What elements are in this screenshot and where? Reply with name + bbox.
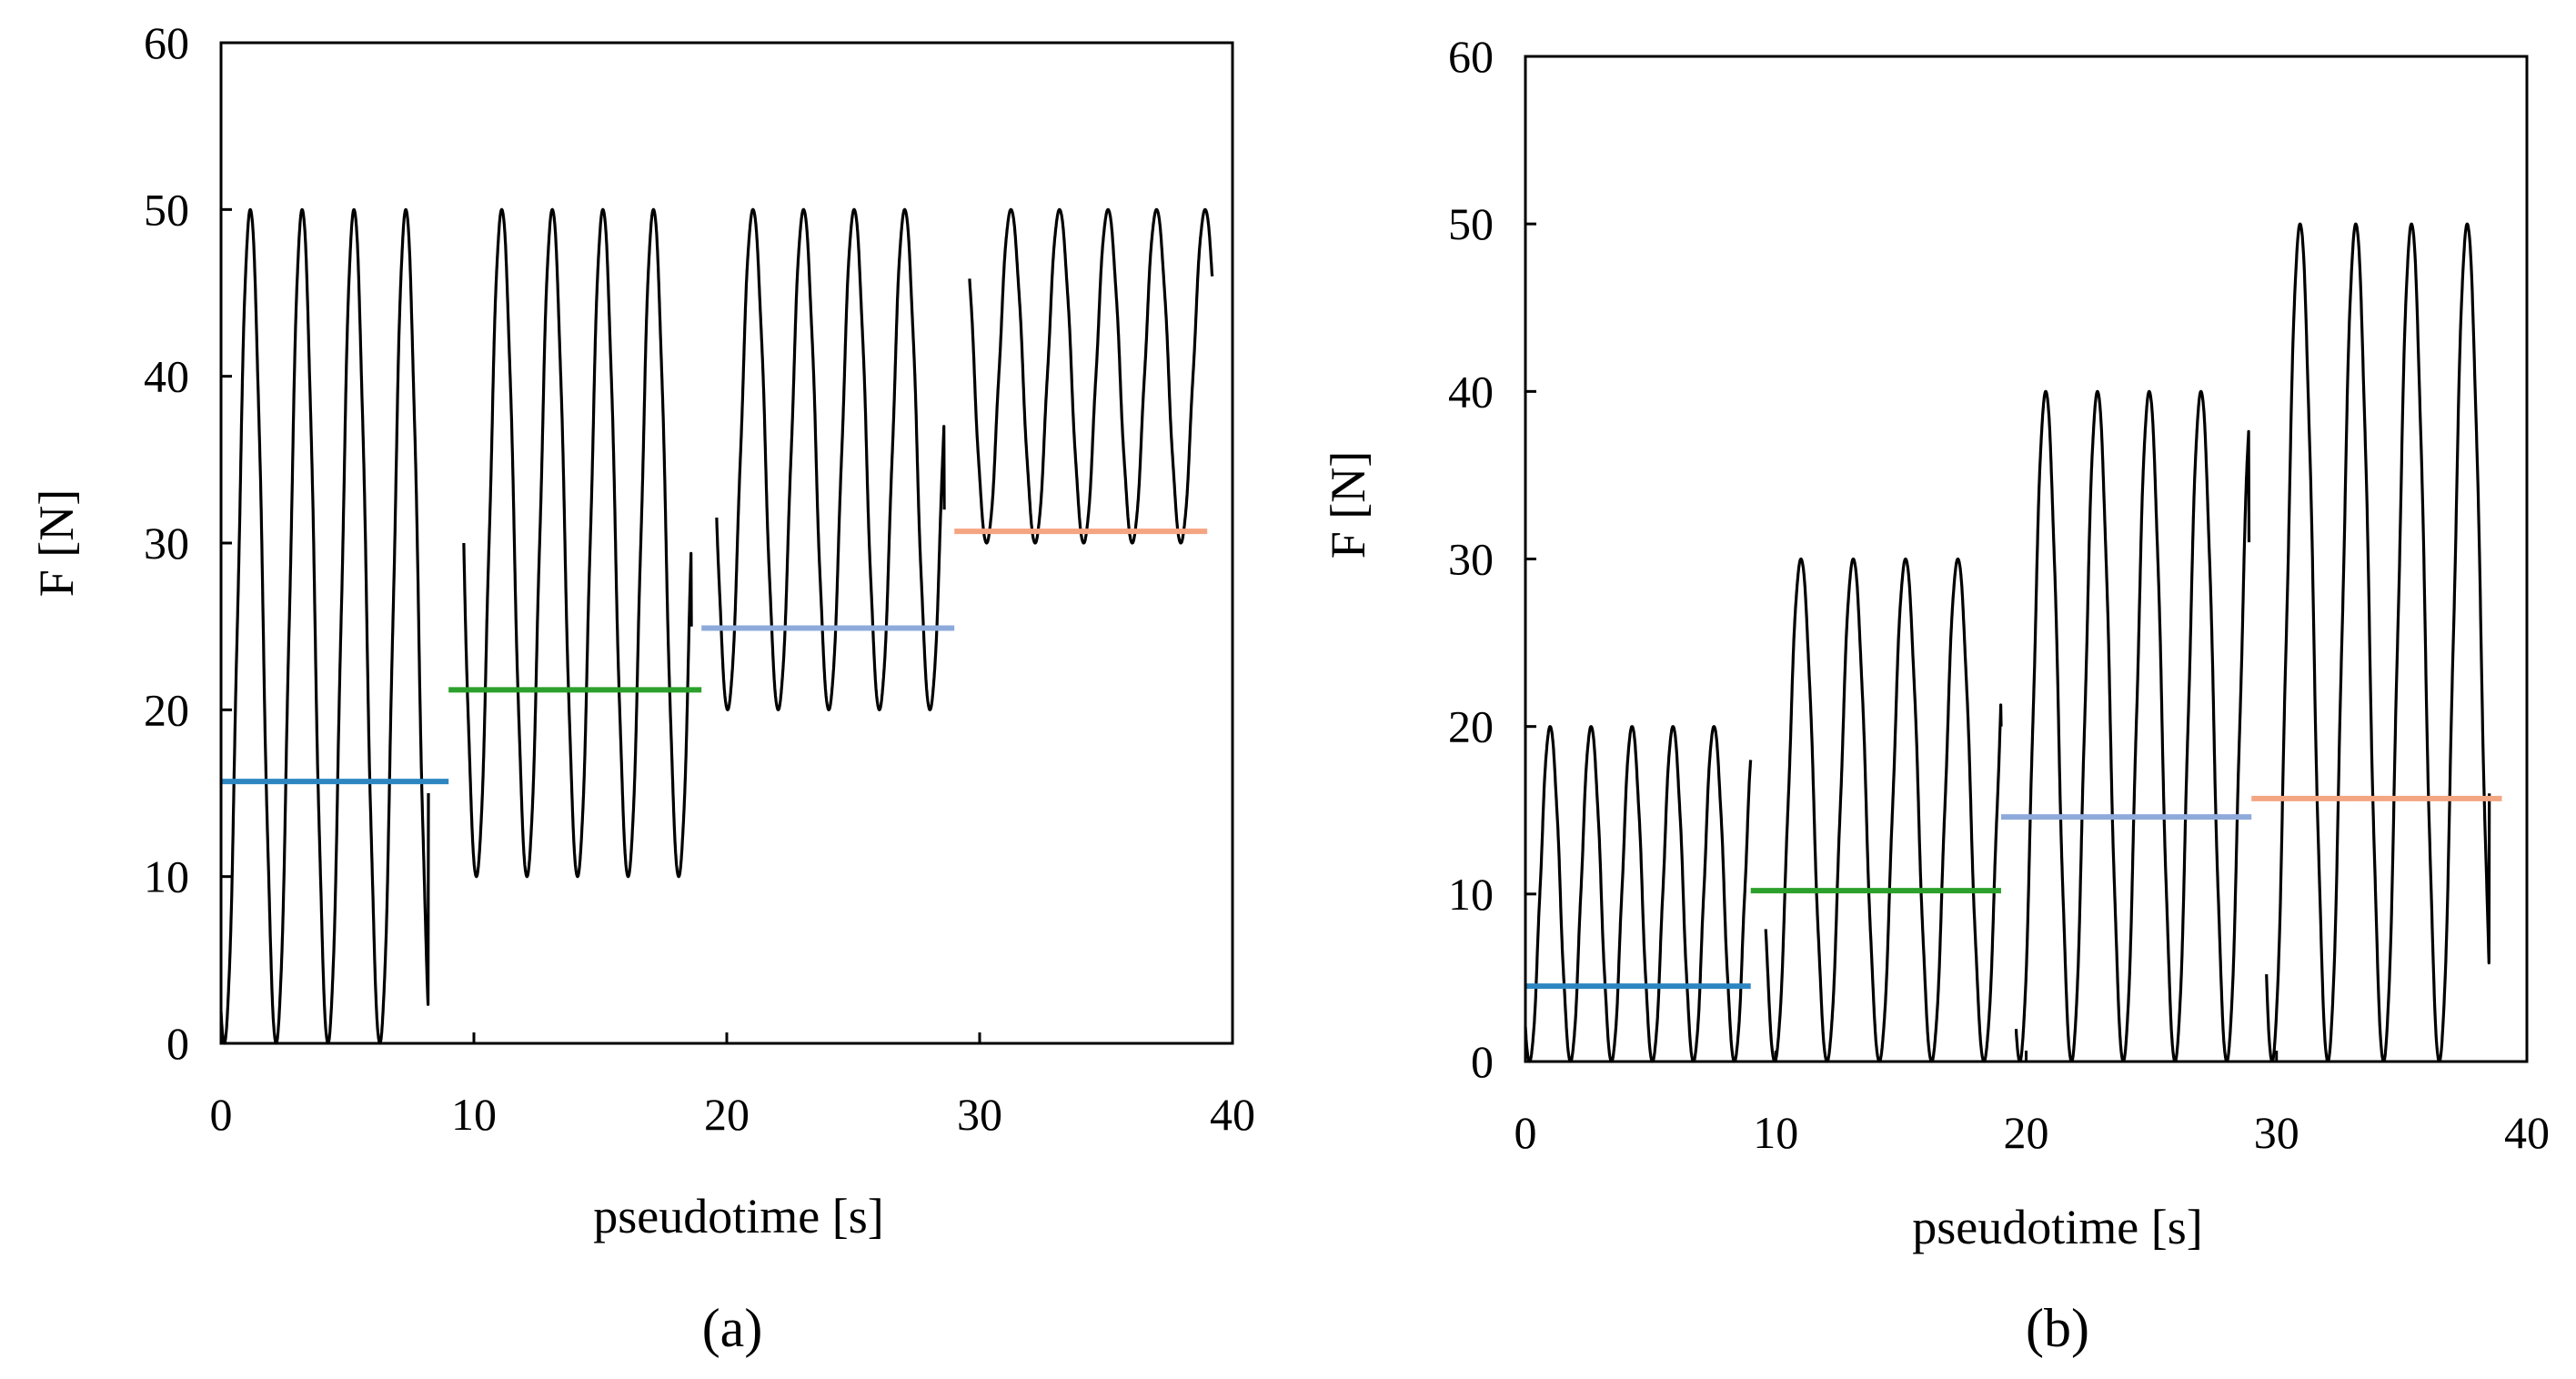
panel-a-x-tick-label: 30 <box>957 1089 1002 1140</box>
panel-a-x-axis: 0 10 20 30 40 <box>210 1032 1255 1140</box>
panel-b-y-tick-label: 60 <box>1448 31 1494 82</box>
panel-a-signals <box>219 207 1214 1045</box>
panel-a-force-signal <box>715 207 946 711</box>
panel-b-y-axis-label: F [N] <box>1321 451 1375 559</box>
panel-b-y-tick-label: 50 <box>1448 198 1494 249</box>
panel-a-force-signal <box>219 207 430 1045</box>
panel-a-y-tick-label: 60 <box>144 17 189 68</box>
panel-b-signals <box>1524 222 2491 1063</box>
panel-b-y-tick-label: 10 <box>1448 869 1494 920</box>
panel-b-x-tick-label: 30 <box>2254 1107 2299 1158</box>
panel-b-y-axis: 0 10 20 30 40 50 60 <box>1448 31 1536 1087</box>
panel-a-caption: (a) <box>702 1298 763 1358</box>
panel-a-force-signal <box>968 207 1214 545</box>
panel-b-x-axis-label: pseudotime [s] <box>1912 1200 2202 1254</box>
panel-a: 0 10 20 30 40 50 60 0 10 20 30 40 pseudotime [s] F… <box>29 17 1255 1358</box>
panel-a-x-tick-label: 10 <box>451 1089 497 1140</box>
panel-a-y-tick-label: 0 <box>166 1018 189 1069</box>
panel-a-x-tick-label: 20 <box>704 1089 750 1140</box>
panel-b-y-tick-label: 40 <box>1448 366 1494 417</box>
panel-b-y-tick-label: 20 <box>1448 701 1494 752</box>
panel-a-y-tick-label: 30 <box>144 518 189 569</box>
panel-a-y-axis: 0 10 20 30 40 50 60 <box>144 17 232 1069</box>
panel-b-y-tick-label: 30 <box>1448 534 1494 585</box>
panel-b-force-signal <box>2014 389 2251 1063</box>
panel-a-mean-lines <box>221 528 1208 785</box>
panel-b-y-tick-label: 0 <box>1471 1036 1494 1087</box>
panel-b-force-signal <box>2265 222 2491 1063</box>
panel-a-force-signal <box>462 207 693 879</box>
panel-a-x-axis-label: pseudotime [s] <box>593 1189 883 1243</box>
panel-b: 0 10 20 30 40 50 60 0 10 20 30 40 pseudotime [s] F… <box>1321 31 2550 1358</box>
panel-a-y-axis-label: F [N] <box>29 489 84 598</box>
panel-b-force-signal <box>1524 725 1753 1063</box>
panel-a-y-tick-label: 10 <box>144 851 189 902</box>
panel-a-x-tick-label: 0 <box>210 1089 233 1140</box>
panel-a-y-tick-label: 40 <box>144 351 189 402</box>
panel-b-x-axis: 0 10 20 30 40 <box>1514 1051 2550 1158</box>
panel-b-force-signal <box>1764 557 2003 1063</box>
panel-b-mean-lines <box>1525 795 2502 990</box>
panel-b-x-tick-label: 20 <box>2004 1107 2049 1158</box>
panel-b-x-tick-label: 40 <box>2504 1107 2550 1158</box>
panel-b-caption: (b) <box>2026 1298 2089 1358</box>
panel-a-x-tick-label: 40 <box>1210 1089 1255 1140</box>
panel-b-x-tick-label: 0 <box>1514 1107 1537 1158</box>
panel-a-y-tick-label: 50 <box>144 184 189 235</box>
panel-b-x-tick-label: 10 <box>1753 1107 1798 1158</box>
panel-a-y-tick-label: 20 <box>144 684 189 735</box>
